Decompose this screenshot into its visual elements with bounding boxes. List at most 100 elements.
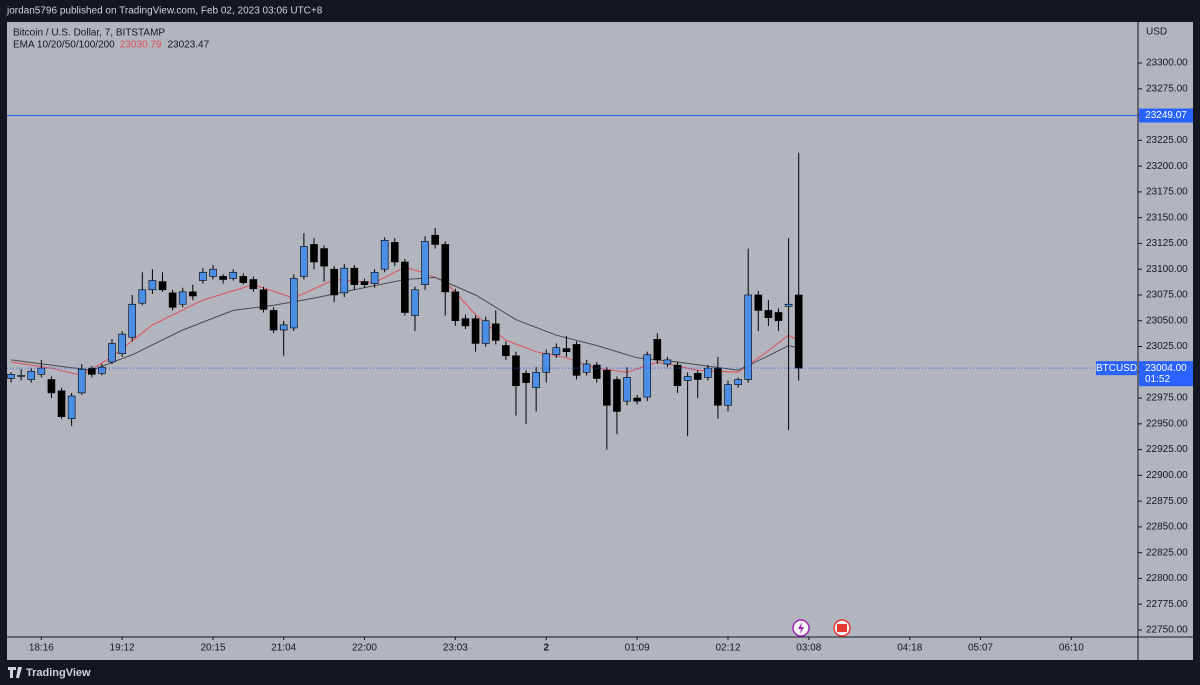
y-tick-label: 23025.00 [1146, 341, 1188, 352]
flag-icon-fill [837, 624, 847, 632]
candle-body [320, 248, 328, 267]
x-tick-label: 01:09 [625, 643, 650, 654]
candle-body [623, 377, 631, 402]
candle-body [239, 276, 248, 283]
x-tick-label: 04:18 [897, 643, 922, 654]
y-tick-label: 22775.00 [1146, 599, 1188, 610]
candle-body [794, 294, 803, 369]
candle-body [77, 368, 86, 394]
header: jordan5796 published on TradingView.com,… [6, 6, 323, 17]
brand-logo [8, 667, 22, 678]
candle-body [532, 371, 540, 389]
bottom-icons [792, 619, 851, 637]
y-tick-label: 23100.00 [1146, 264, 1188, 275]
x-tick-label: 2 [543, 643, 549, 654]
candle-body [673, 364, 682, 386]
candle-body [37, 367, 46, 375]
candle-body [461, 318, 470, 327]
candle-body [663, 359, 672, 365]
x-tick-label: 18:16 [29, 643, 54, 654]
currency: USD [1146, 27, 1167, 38]
candle-body [613, 379, 621, 412]
y-tick-label: 23075.00 [1146, 290, 1188, 301]
candle-body [158, 281, 167, 291]
candle-body [108, 343, 116, 363]
candle-body [189, 291, 197, 297]
candle-body [491, 323, 500, 341]
candle-body [7, 374, 15, 379]
candle-body [784, 303, 793, 307]
y-tick-label: 23175.00 [1146, 187, 1188, 198]
y-tick-label: 22875.00 [1146, 496, 1188, 507]
indicator-label: EMA 10/20/50/100/200 [13, 40, 115, 51]
candle-body [148, 280, 157, 291]
x-tick-label: 22:00 [352, 643, 377, 654]
candle-body [542, 353, 551, 373]
candle-body [502, 345, 510, 357]
y-tick-label: 22750.00 [1146, 625, 1188, 636]
candle-body [219, 276, 227, 280]
candle-body [350, 267, 359, 285]
y-tick-label: 23275.00 [1146, 83, 1188, 94]
y-tick-label: 22925.00 [1146, 444, 1188, 455]
candle-body [330, 268, 338, 296]
y-tick-label: 22825.00 [1146, 547, 1188, 558]
candle-body [683, 376, 692, 381]
candle-body [774, 312, 783, 322]
y-tick-label: 22900.00 [1146, 470, 1188, 481]
candle-body [592, 364, 601, 379]
candle-body [300, 246, 308, 277]
candle-body [289, 278, 298, 329]
x-tick-label: 19:12 [110, 643, 135, 654]
candle-body [431, 234, 439, 245]
candle-body [88, 367, 96, 375]
indicator-value: 23030.79 [120, 40, 162, 51]
candle-body [168, 292, 177, 308]
x-tick-label: 23:03 [443, 643, 468, 654]
y-tick-label: 23125.00 [1146, 238, 1188, 249]
candle-body [310, 244, 318, 263]
countdown: 01:52 [1145, 374, 1170, 385]
candle-body [138, 289, 147, 304]
candle-body [259, 289, 268, 310]
candle-body [380, 240, 389, 270]
candle-body [471, 318, 480, 344]
brand: TradingView [8, 667, 91, 679]
candle-body [279, 324, 288, 331]
brand-name: TradingView [26, 667, 91, 679]
candle-body [401, 261, 409, 313]
candle-body [552, 347, 561, 356]
price-badge [1139, 361, 1193, 387]
x-tick-label: 03:08 [796, 643, 821, 654]
candle-body [199, 271, 207, 281]
candle-body [643, 354, 652, 398]
candle-body [421, 241, 429, 285]
candle-body [249, 279, 258, 290]
candle-body [67, 395, 76, 419]
event-icon-bolt [798, 622, 804, 634]
symbol-label: BTCUSD [1096, 363, 1137, 374]
price-label: 23004.00 [1145, 363, 1187, 374]
candle-body [734, 379, 742, 385]
candle-body [128, 303, 137, 338]
y-tick-label: 22800.00 [1146, 573, 1188, 584]
candle-body [370, 271, 379, 284]
x-tick-label: 21:04 [271, 643, 296, 654]
candle-body [209, 268, 217, 277]
candle-body [764, 310, 773, 318]
y-tick-label: 22950.00 [1146, 418, 1188, 429]
candle-body [744, 294, 753, 380]
candle-body [572, 344, 581, 376]
candle-body [451, 291, 460, 322]
candle-body [411, 289, 419, 316]
y-tick-label: 23200.00 [1146, 161, 1188, 172]
candle-body [441, 244, 450, 293]
candle-body [724, 384, 732, 406]
candle-body [360, 281, 369, 285]
candle-body [340, 267, 349, 294]
indicator-value: 23023.47 [167, 40, 209, 51]
chart-area [7, 22, 1193, 660]
candle-body [512, 355, 520, 386]
candle-body [633, 397, 641, 402]
candle-body [178, 291, 187, 305]
